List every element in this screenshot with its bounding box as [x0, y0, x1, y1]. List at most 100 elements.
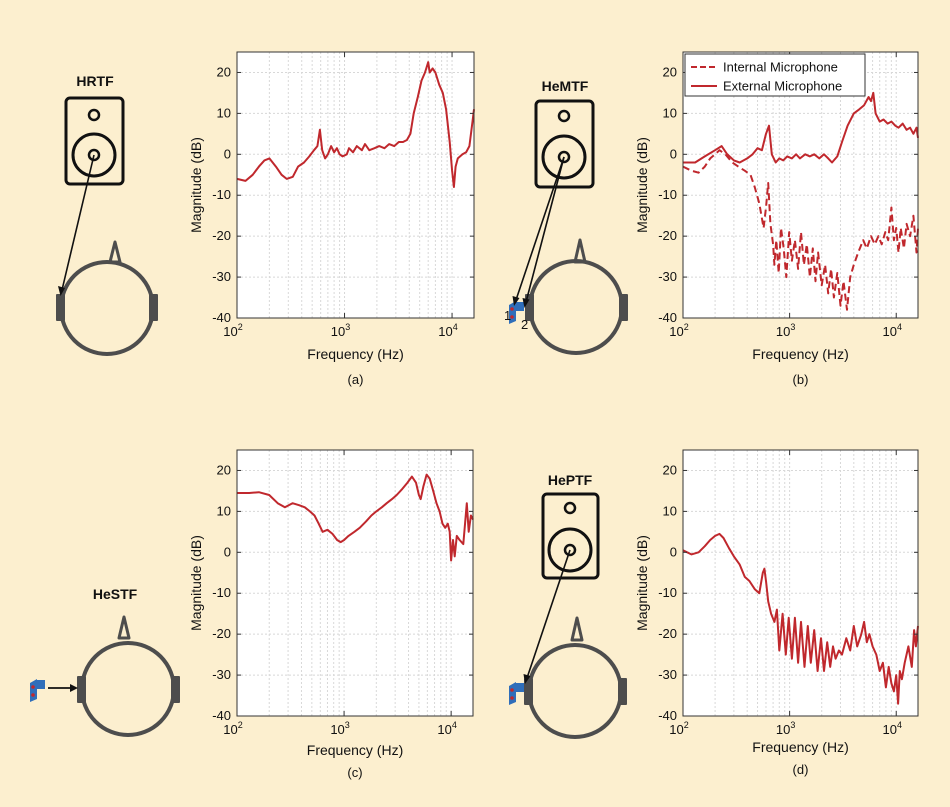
heptf-label: HePTF — [548, 472, 593, 488]
axes-frame — [236, 449, 474, 717]
x-tick-label: 102 — [669, 720, 688, 737]
series-line-hestf — [237, 473, 474, 562]
x-tick-exponent: 4 — [897, 322, 902, 332]
x-tick-exponent: 2 — [684, 322, 689, 332]
x-tick-label: 102 — [223, 322, 242, 339]
y-tick-label: 0 — [224, 544, 231, 559]
y-axis-label: Magnitude (dB) — [634, 535, 650, 631]
head-icon — [77, 615, 180, 737]
hestf-label: HeSTF — [93, 586, 138, 602]
panel-caption: (c) — [347, 765, 362, 780]
y-tick-label: -40 — [212, 708, 231, 723]
y-tick-label: 10 — [217, 503, 231, 518]
y-axis-label: Magnitude (dB) — [188, 535, 204, 631]
y-tick-label: -10 — [658, 585, 677, 600]
series-line-internal-microphone — [682, 149, 919, 311]
x-axis-label: Frequency (Hz) — [307, 346, 403, 362]
head-icon — [525, 238, 628, 355]
x-axis-label: Frequency (Hz) — [752, 346, 848, 362]
y-tick-label: -20 — [212, 228, 231, 243]
x-tick-label: 104 — [437, 720, 456, 737]
mic-number-1: 1 — [504, 308, 511, 323]
x-tick-exponent: 4 — [897, 720, 902, 730]
hestf-diagram: HeSTF — [30, 586, 180, 737]
heptf-diagram: HePTF — [509, 472, 627, 739]
panel-caption: (b) — [793, 372, 809, 387]
panel-caption: (a) — [348, 372, 364, 387]
x-tick-label: 103 — [776, 322, 795, 339]
panel-caption: (d) — [793, 762, 809, 777]
y-tick-label: -40 — [658, 708, 677, 723]
x-tick-exponent: 4 — [452, 720, 457, 730]
head-icon — [524, 616, 627, 739]
hemtf-diagram: HeMTF 1 2 — [504, 78, 628, 355]
series-line-hrtf — [236, 61, 475, 188]
x-axis-label: Frequency (Hz) — [307, 742, 403, 758]
y-axis-label: Magnitude (dB) — [188, 137, 204, 233]
y-tick-label: -10 — [658, 187, 677, 202]
x-tick-exponent: 3 — [345, 322, 350, 332]
x-tick-label: 104 — [882, 720, 901, 737]
x-tick-label: 103 — [330, 720, 349, 737]
x-tick-exponent: 3 — [790, 322, 795, 332]
x-tick-label: 104 — [438, 322, 457, 339]
y-tick-label: 10 — [663, 105, 677, 120]
axes-frame — [682, 51, 919, 319]
hemtf-label: HeMTF — [542, 78, 589, 94]
y-tick-label: 20 — [663, 462, 677, 477]
y-tick-label: 10 — [217, 105, 231, 120]
x-axis-label: Frequency (Hz) — [752, 739, 848, 755]
y-tick-label: -40 — [658, 310, 677, 325]
x-tick-exponent: 3 — [790, 720, 795, 730]
plot-area — [237, 52, 474, 318]
series-line-external-microphone — [683, 91, 919, 164]
x-tick-label: 102 — [223, 720, 242, 737]
legend-label: Internal Microphone — [723, 60, 838, 75]
axes-frame — [236, 51, 475, 319]
legend: Internal Microphone External Microphone — [684, 53, 866, 97]
hrtf-diagram: HRTF — [56, 73, 158, 356]
plot-area — [683, 450, 918, 716]
axes-frame — [682, 449, 919, 717]
y-tick-label: -40 — [212, 310, 231, 325]
sound-path-arrow — [48, 684, 78, 692]
legend-label: External Microphone — [723, 79, 842, 94]
x-tick-label: 103 — [776, 720, 795, 737]
y-tick-label: 20 — [663, 64, 677, 79]
series-line-heptf — [682, 532, 919, 705]
y-tick-label: -30 — [658, 269, 677, 284]
loudspeaker-icon — [534, 99, 595, 189]
y-tick-label: 20 — [217, 64, 231, 79]
y-tick-label: -10 — [212, 187, 231, 202]
y-tick-label: 0 — [670, 544, 677, 559]
x-tick-exponent: 2 — [684, 720, 689, 730]
y-tick-label: -10 — [212, 585, 231, 600]
y-axis-label: Magnitude (dB) — [634, 137, 650, 233]
x-tick-label: 102 — [669, 322, 688, 339]
x-tick-label: 104 — [882, 322, 901, 339]
hrtf-label: HRTF — [76, 73, 114, 89]
x-tick-exponent: 2 — [238, 322, 243, 332]
loudspeaker-icon — [541, 492, 600, 580]
grid — [236, 52, 474, 319]
x-tick-exponent: 3 — [345, 720, 350, 730]
y-tick-label: 10 — [663, 503, 677, 518]
sound-path-arrows — [512, 156, 565, 308]
y-tick-label: -20 — [212, 626, 231, 641]
x-tick-label: 103 — [331, 322, 350, 339]
y-tick-label: -20 — [658, 228, 677, 243]
head-icon — [56, 240, 158, 356]
y-tick-label: -30 — [212, 269, 231, 284]
sound-path-arrow — [523, 549, 571, 684]
y-tick-label: 20 — [217, 462, 231, 477]
mic-number-2: 2 — [521, 317, 528, 332]
y-tick-label: -30 — [658, 667, 677, 682]
sound-path-arrow — [58, 154, 95, 296]
x-tick-exponent: 4 — [453, 322, 458, 332]
